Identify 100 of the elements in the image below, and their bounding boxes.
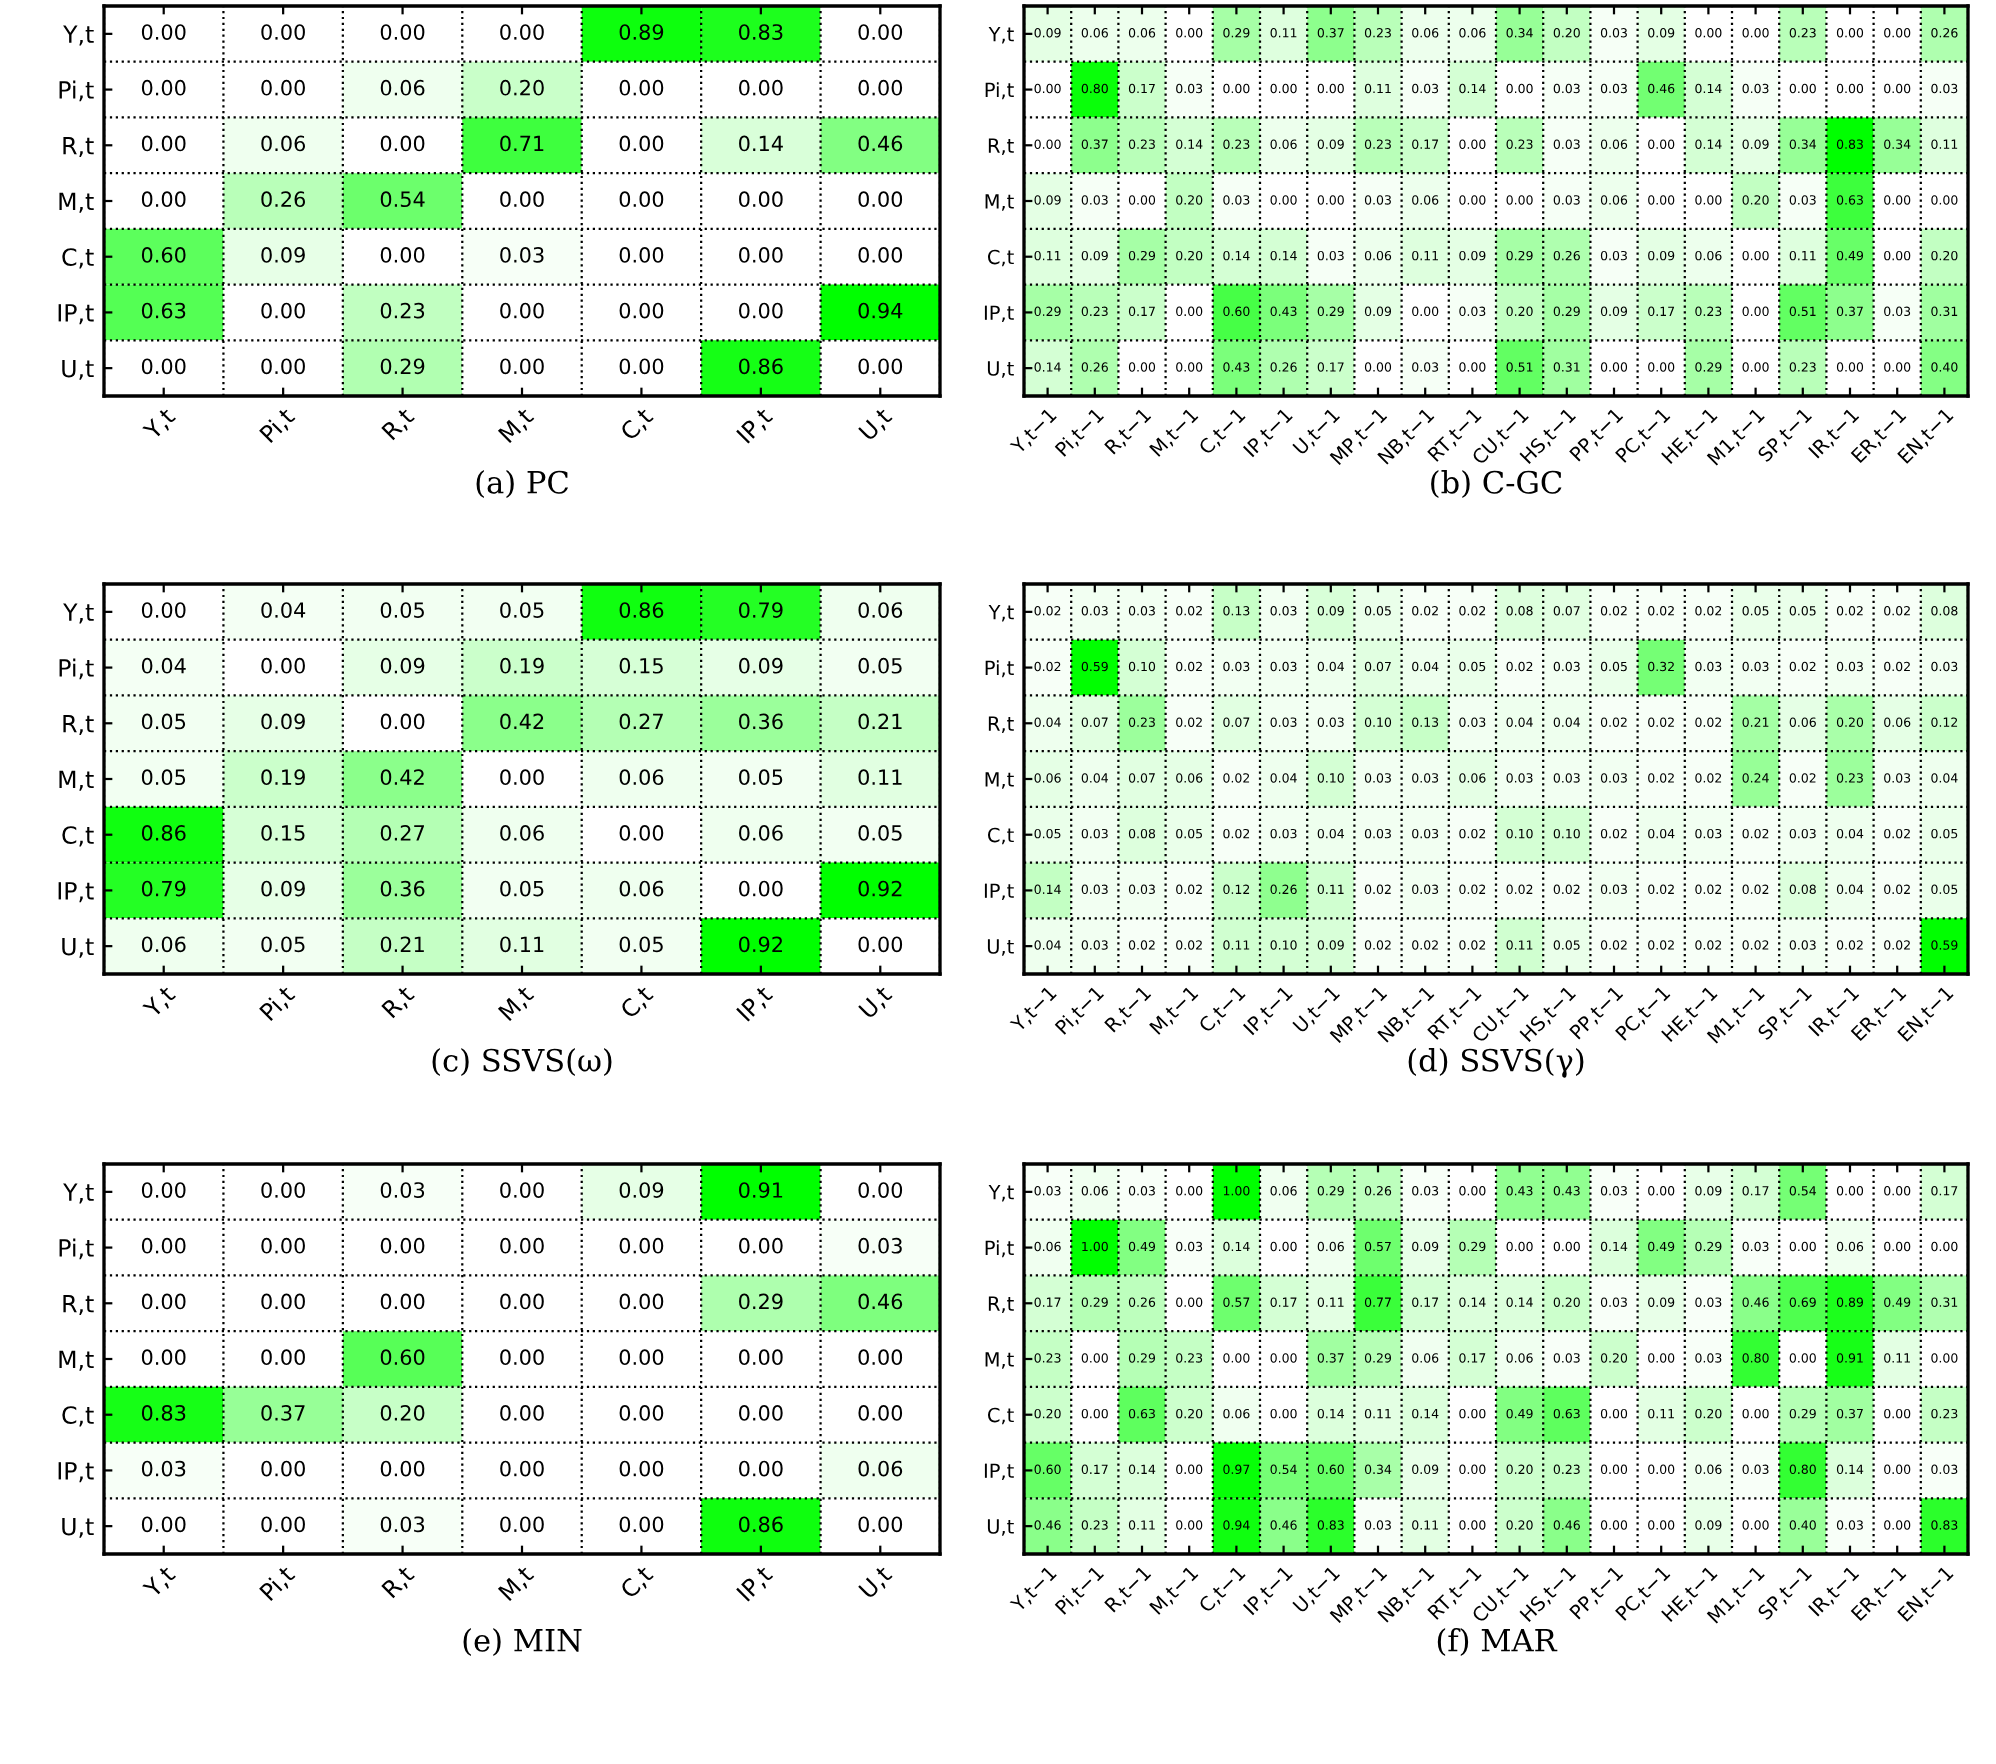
y-tick-label: IP,t [984,1463,1014,1481]
data-label: 0.05 [141,769,186,786]
x-tick-label: Y,t [142,984,178,1021]
data-label: 0.09 [380,657,425,674]
data-label: 0.00 [858,247,903,263]
y-tick-label: Pi,t [59,80,94,102]
data-label: 0.00 [261,1349,305,1366]
data-label: 0.06 [858,1460,903,1477]
data-label: 0.00 [858,1349,903,1366]
x-tick-label: Pi,t [258,984,298,1023]
data-label: 0.00 [261,1293,305,1310]
data-label: 0.29 [739,1293,783,1310]
data-label: 0.05 [858,657,902,674]
data-label: 0.00 [858,1405,903,1421]
data-label: 0.00 [739,1405,783,1421]
data-label: 0.00 [858,358,903,375]
data-label: 0.20 [500,79,544,96]
data-label: 0.00 [261,302,305,319]
data-label: 0.00 [858,79,903,96]
data-label: 0.03 [380,1516,425,1533]
y-tick-label: R,t [988,138,1014,155]
data-label: 0.00 [141,79,186,96]
data-label: 0.03 [380,1182,425,1198]
data-label: 0.00 [619,191,664,208]
text: (b) C-GC [1431,470,1562,499]
y-tick-label: U,t [62,1517,94,1538]
x-tick-label: Y,t [142,406,178,443]
data-label: 0.92 [858,880,902,897]
data-label: 0.14 [739,135,783,152]
x-tick-label: Pi,t [258,406,298,445]
data-label: 0.23 [380,302,425,319]
data-label: 0.00 [500,24,544,40]
data-label: 0.00 [261,1516,305,1533]
data-label: 0.00 [858,936,903,953]
y-tick-label: Y,t [988,27,1014,44]
data-label: 0.15 [261,825,305,841]
data-label: 0.09 [261,247,305,263]
data-label: 0.05 [739,769,783,786]
data-label: 0.00 [141,1516,186,1533]
y-tick-label: Y,t [988,605,1014,622]
data-label: 0.00 [380,135,425,152]
y-tick-label: C,t [62,1406,94,1427]
y-tick-label: C,t [987,249,1014,267]
y-tick-label: M,t [985,1352,1014,1369]
y-tick-label: R,t [63,715,94,735]
data-label: 0.20 [380,1405,425,1421]
data-label: 0.91 [739,1182,783,1198]
y-tick-label: C,t [987,827,1014,845]
data-label: 0.00 [261,79,305,96]
y-tick-label: M,t [59,1350,94,1371]
data-label: 0.00 [739,1237,783,1254]
data-label: 0.05 [858,825,902,841]
data-label: 0.05 [141,713,186,730]
data-label: 0.86 [141,825,186,841]
data-label: 0.86 [739,1516,783,1533]
y-tick-label: IP,t [58,882,94,903]
y-tick-label: M,t [59,770,94,791]
data-label: 0.04 [141,657,186,674]
data-label: 0.79 [141,880,186,897]
text: (a) PC [476,470,569,499]
data-label: 0.86 [739,358,783,375]
data-label: 0.00 [739,247,783,263]
data-label: 0.00 [141,135,186,152]
data-label: 0.00 [619,1237,664,1254]
data-label: 0.36 [739,713,783,730]
data-label: 0.03 [500,247,544,263]
data-label: 0.19 [261,769,305,786]
data-label: 0.00 [619,302,664,319]
data-label: 0.00 [500,1516,544,1533]
data-label: 0.05 [261,936,305,953]
y-tick-label: IP,t [984,305,1014,323]
data-label: 0.00 [500,1293,544,1310]
data-label: 0.83 [739,24,783,40]
data-label: 0.00 [380,247,425,263]
data-label: 0.71 [500,135,544,152]
x-tick-label: M,t [497,406,537,445]
y-tick-label: R,t [63,1295,94,1315]
data-label: 0.00 [261,657,305,674]
data-label: 0.42 [500,713,544,730]
x-tick-label: M,t [497,1564,537,1603]
data-label: 0.09 [261,713,305,730]
y-tick-label: R,t [988,1296,1014,1313]
x-tick-label: C,t [619,406,656,443]
data-label: 0.00 [380,1460,425,1477]
data-label: 0.46 [858,135,903,152]
data-label: 0.00 [141,1349,186,1366]
y-tick-label: C,t [62,826,94,847]
x-tick-label: C,t [619,1564,656,1601]
y-tick-label: Pi,t [59,658,94,680]
data-label: 0.00 [739,880,783,897]
x-tick-label: IP,t [736,984,776,1024]
data-label: 0.46 [858,1293,903,1310]
data-label: 0.05 [619,936,663,953]
y-tick-label: IP,t [984,883,1014,901]
data-label: 0.00 [261,24,305,40]
data-label: 0.06 [858,602,903,618]
data-label: 0.00 [739,302,783,319]
data-label: 0.15 [619,657,663,674]
data-label: 0.00 [500,1460,544,1477]
data-label: 0.89 [619,24,664,40]
